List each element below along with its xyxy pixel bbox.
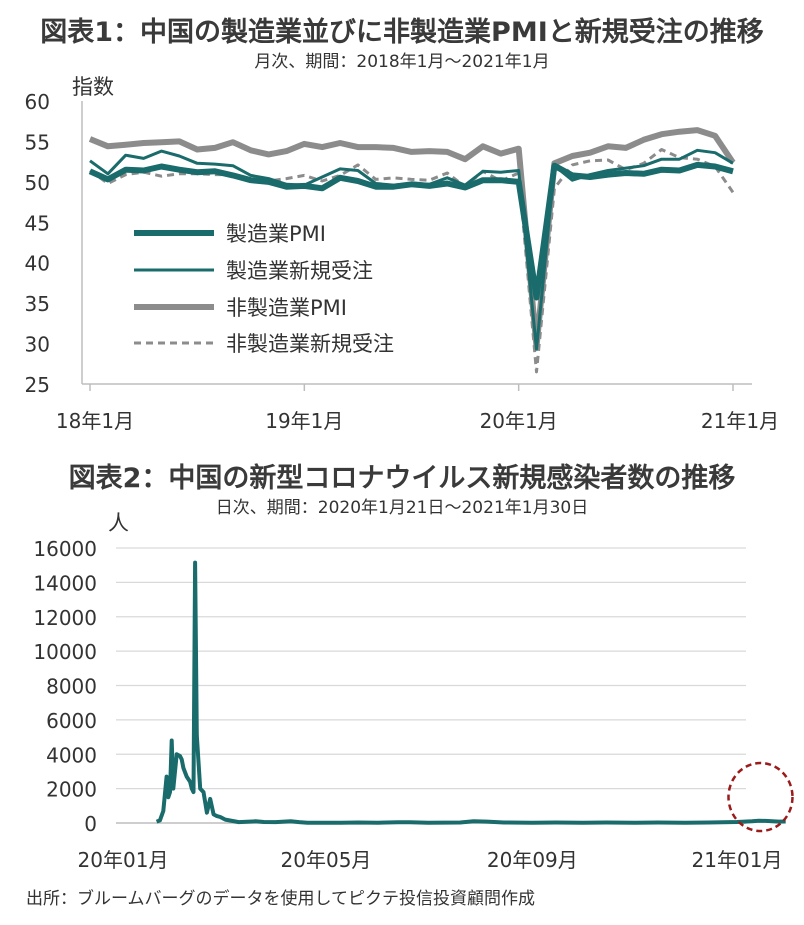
chart1-y-axis-label: 指数 <box>72 75 114 99</box>
chart1-y-tick-label: 60 <box>25 90 50 114</box>
chart2-y-tick-label: 0 <box>84 812 97 836</box>
chart2-x-tick-label: 20年05月 <box>281 848 372 872</box>
chart2-y-axis-label: 人 <box>108 511 129 535</box>
chart1-x-tick-label: 21年1月 <box>701 409 779 433</box>
chart1-y-tick-label: 35 <box>25 292 50 316</box>
source-note: 出所：ブルームバーグのデータを使用してピクテ投信投資顧問作成 <box>26 889 535 909</box>
chart2-series-line <box>155 560 786 825</box>
chart1-legend-label: 製造業PMI <box>226 222 326 246</box>
chart2-x-tick-label: 20年01月 <box>78 848 169 872</box>
chart1-x-tick-label: 20年1月 <box>480 409 558 433</box>
chart1-y-tick-label: 40 <box>25 252 50 276</box>
chart2-x-tick-label: 21年01月 <box>692 848 783 872</box>
chart1-y-tick-label: 30 <box>25 333 50 357</box>
chart1-x-tick-label: 19年1月 <box>265 409 343 433</box>
chart1-y-tick-label: 50 <box>25 171 50 195</box>
chart2-y-tick-label: 6000 <box>46 709 97 733</box>
chart1-series-line-2 <box>88 127 736 350</box>
chart1-subtitle: 月次、期間：2018年1月～2021年1月 <box>254 52 550 72</box>
chart1-y-tick-label: 25 <box>25 373 50 397</box>
chart1-series-line-0 <box>88 161 734 301</box>
chart2-y-tick-label: 2000 <box>46 778 97 802</box>
chart2-y-tick-label: 4000 <box>46 743 97 767</box>
chart1-title: 図表1：中国の製造業並びに非製造業PMIと新規受注の推移 <box>40 17 764 48</box>
chart2-y-tick-label: 12000 <box>33 606 97 630</box>
chart2-x-tick-label: 20年09月 <box>487 848 578 872</box>
chart1-y-tick-label: 55 <box>25 130 50 154</box>
chart2-y-tick-label: 10000 <box>33 640 97 664</box>
chart2-title: 図表2：中国の新型コロナウイルス新規感染者数の推移 <box>68 463 736 494</box>
chart2-annotation-circle <box>727 761 794 833</box>
chart2-y-tick-label: 16000 <box>33 537 97 561</box>
chart1-x-tick-label: 18年1月 <box>56 409 134 433</box>
chart2-subtitle: 日次、期間：2020年1月21日～2021年1月30日 <box>215 498 589 518</box>
chart2-y-tick-label: 14000 <box>33 571 97 595</box>
chart2-plot: 人 0 2000 4000 6000 8000 10000 12000 14000 16000 20… <box>33 511 794 872</box>
chart1-legend-label: 製造業新規受注 <box>226 259 373 283</box>
chart2-y-tick-label: 8000 <box>46 675 97 699</box>
chart1-y-tick-label: 45 <box>25 211 50 235</box>
chart1-plot: 指数 25 30 35 40 45 50 55 60 18年1月 19年1月 20年1月 21年1月 製造… <box>25 75 780 433</box>
chart1-legend-label: 非製造業新規受注 <box>226 332 394 356</box>
chart1-legend-label: 非製造業PMI <box>226 296 347 320</box>
